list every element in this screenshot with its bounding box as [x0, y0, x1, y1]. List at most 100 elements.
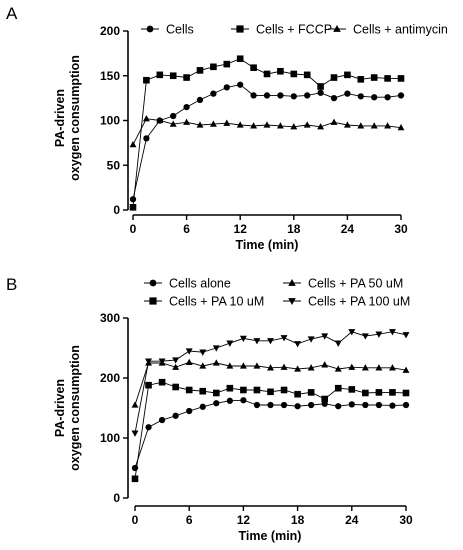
panel-b-series-1-point	[199, 403, 206, 410]
panel-a-series-2-point	[317, 83, 324, 90]
panel-b-series-3-point	[348, 363, 356, 370]
panel-b-legend-marker	[149, 279, 157, 287]
panel-b-series-2-point	[267, 388, 274, 396]
panel-a-series-3-point	[384, 122, 392, 129]
panel-a-series-2-point	[169, 72, 177, 80]
panel-a-series-3-point	[209, 120, 217, 127]
panel-a-label: A	[6, 4, 18, 23]
panel-b-series-4-point	[280, 335, 288, 342]
panel-b-series-1-point	[362, 401, 369, 409]
panel-b-series-2-point	[307, 389, 315, 396]
panel-b-x-tick-label: 12	[237, 513, 251, 527]
panel-a-series-3-point	[129, 141, 137, 148]
panel-b-series-3-point	[321, 361, 329, 368]
panel-b-series-line-2	[134, 381, 407, 479]
panel-b-series-2-point	[348, 386, 356, 393]
panel-a-series-1-point	[196, 96, 204, 104]
panel-a-series-2-point	[196, 67, 204, 74]
panel-b-series-3-point	[185, 358, 193, 366]
panel-a-series-1-point	[237, 81, 244, 88]
panel-a-series-1-point	[263, 92, 271, 99]
panel-b-series-1-point	[294, 403, 301, 410]
panel-b-series-3-point	[361, 364, 369, 371]
panel-b-y-axis-title-line2: oxygen consumption	[68, 345, 82, 471]
panel-b-series-4-point	[307, 336, 315, 343]
panel-b-series-3-point	[267, 364, 274, 371]
panel-b-y-tick-label: 0	[113, 491, 120, 505]
panel-b-series-3-point	[294, 365, 302, 372]
panel-b-series-2-point	[334, 384, 342, 392]
panel-a-series-line-1	[132, 84, 402, 200]
panel-b-series-2-point	[280, 386, 288, 394]
panel-a-series-2-point	[370, 74, 378, 81]
panel-a-series-2-point	[384, 75, 391, 82]
panel-b-series-1-point	[280, 401, 288, 409]
panel-b-series-4-point	[361, 333, 369, 340]
panel-b-y-tick-label: 100	[100, 431, 120, 445]
panel-b-series-4-point	[294, 341, 302, 348]
panel-a-series-2-point	[223, 60, 231, 68]
panel-b-series-line-1	[134, 399, 407, 469]
panel-a-series-1-point	[357, 93, 364, 100]
panel-a-y-tick-label: 100	[100, 114, 120, 128]
panel-a-legend-label: Cells + FCCP	[256, 23, 332, 37]
panel-b-series-4-point	[158, 358, 166, 365]
panel-a-series-3-point	[223, 119, 231, 126]
panel-a-x-tick-label: 24	[341, 222, 355, 236]
panel-a-series-1-point	[304, 92, 311, 99]
panel-b-series-2-point	[253, 386, 261, 394]
panel-a-series-3-point	[263, 121, 271, 128]
panel-b-series-1-point	[348, 401, 355, 408]
panel-b-y-tick-label: 300	[100, 311, 120, 325]
panel-a-x-tick-label: 12	[234, 222, 248, 236]
panel-b-plot: 0 100 200 300 0 6 12 18 24 30	[100, 311, 413, 527]
panel-a-series-3-point	[236, 121, 244, 128]
panel-b-series-2-point	[226, 384, 234, 392]
panel-b-series-3-point	[334, 365, 342, 372]
panel-b-y-axis-title-line1: PA-driven	[53, 379, 67, 437]
panel-b: B Cells alone Cells + PA 50 uM Cells + PA …	[6, 275, 413, 543]
panel-b-x-axis-title: Time (min)	[239, 529, 302, 543]
panel-a-series-3-point	[357, 122, 365, 129]
panel-b-series-1-point	[389, 402, 396, 409]
panel-a-series-1-point	[330, 94, 338, 102]
panel-a-x-axis-title: Time (min)	[236, 238, 299, 252]
panel-b-series-4-point	[185, 348, 193, 355]
panel-b-series-4-point	[388, 329, 396, 336]
panel-b-series-3-point	[307, 364, 315, 371]
panel-a-plot: 0 50 100 150 200 0 6 12 18 24 30	[100, 24, 408, 236]
panel-b-series-1-point	[267, 401, 274, 409]
panel-b-legend-label: Cells + PA 10 uM	[169, 295, 264, 309]
panel-b-series-1-point	[402, 401, 410, 409]
panel-a-legend-marker	[333, 25, 341, 32]
panel-b-legend-marker	[149, 297, 157, 305]
panel-b-series-3-point	[199, 362, 207, 369]
panel-b-series-3-point	[280, 363, 288, 370]
panel-b-series-2-point	[375, 389, 383, 396]
panel-a-series-2-point	[263, 70, 271, 78]
panel-b-series-2-point	[321, 395, 328, 403]
panel-a-series-1-point	[223, 84, 230, 91]
panel-a-series-2-point	[236, 55, 244, 63]
panel-a-series-3-point	[196, 121, 204, 128]
panel-b-series-2-point	[185, 386, 193, 394]
panel-a-series-1-point	[384, 94, 391, 101]
panel-b-series-2-point	[294, 390, 301, 398]
panel-a-x-tick-label: 0	[130, 222, 137, 236]
panel-b-legend-label: Cells + PA 100 uM	[308, 295, 410, 309]
panel-a-x-tick-label: 18	[287, 222, 301, 236]
panel-a-series-1-point	[250, 92, 257, 99]
panel-a-legend: Cells Cells + FCCP Cells + antimycin	[141, 23, 448, 37]
panel-a-series-3-point	[397, 124, 405, 131]
panel-b-series-4-point	[334, 340, 342, 347]
panel-a-series-3-point	[276, 122, 284, 129]
panel-a-series-3-point	[290, 123, 298, 130]
panel-a-legend-label: Cells + antimycin	[353, 23, 448, 37]
panel-a-series-3-point	[142, 115, 150, 122]
panel-b-y-tick-label: 200	[100, 371, 120, 385]
panel-a-series-1-point	[170, 112, 177, 120]
panel-b-x-tick-label: 6	[186, 513, 193, 527]
panel-a-series-1-point	[143, 135, 150, 142]
panel-a-series-2-point	[277, 67, 284, 75]
panel-b-series-2-point	[362, 389, 369, 397]
